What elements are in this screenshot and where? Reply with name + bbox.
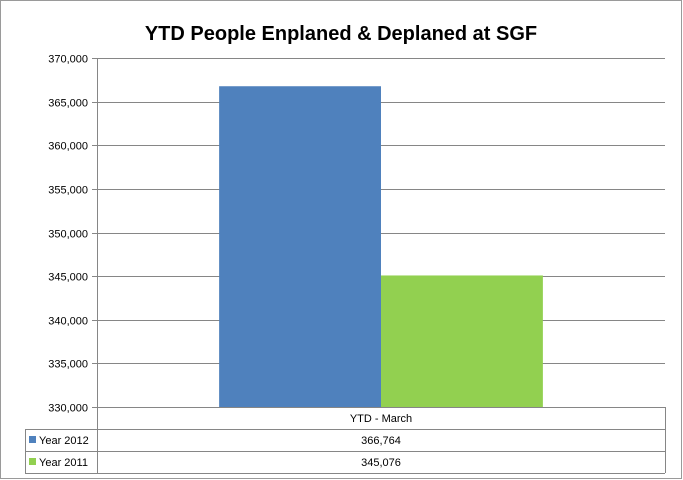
data-value-label: 345,076 xyxy=(361,457,401,469)
y-tick-label: 360,000 xyxy=(48,141,88,153)
y-axis-tick-labels: 330,000 335,000 340,000 345,000 350,000 355,0… xyxy=(48,54,88,415)
data-value-label: 366,764 xyxy=(361,435,401,447)
legend-label: Year 2012 xyxy=(39,435,89,447)
legend-label: Year 2011 xyxy=(39,457,88,469)
chart-title: YTD People Enplaned & Deplaned at SGF xyxy=(145,23,537,45)
y-tick-label: 355,000 xyxy=(48,185,88,197)
y-tick-label: 350,000 xyxy=(48,229,88,241)
legend-key xyxy=(29,436,36,443)
y-tick-label: 365,000 xyxy=(48,98,88,110)
y-tick-label: 345,000 xyxy=(48,272,88,284)
category-label: YTD - March xyxy=(350,413,412,425)
y-tick-label: 340,000 xyxy=(48,316,88,328)
y-tick-label: 330,000 xyxy=(48,403,88,415)
bars xyxy=(219,86,543,407)
data-table: YTD - March Year 2012 366,764 Year 2011 345,… xyxy=(25,407,666,474)
bar-year-2011 xyxy=(381,275,543,407)
y-tick-label: 335,000 xyxy=(48,359,88,371)
legend-key xyxy=(29,458,36,465)
y-tick-label: 370,000 xyxy=(48,54,88,66)
bar-year-2012 xyxy=(219,86,381,407)
